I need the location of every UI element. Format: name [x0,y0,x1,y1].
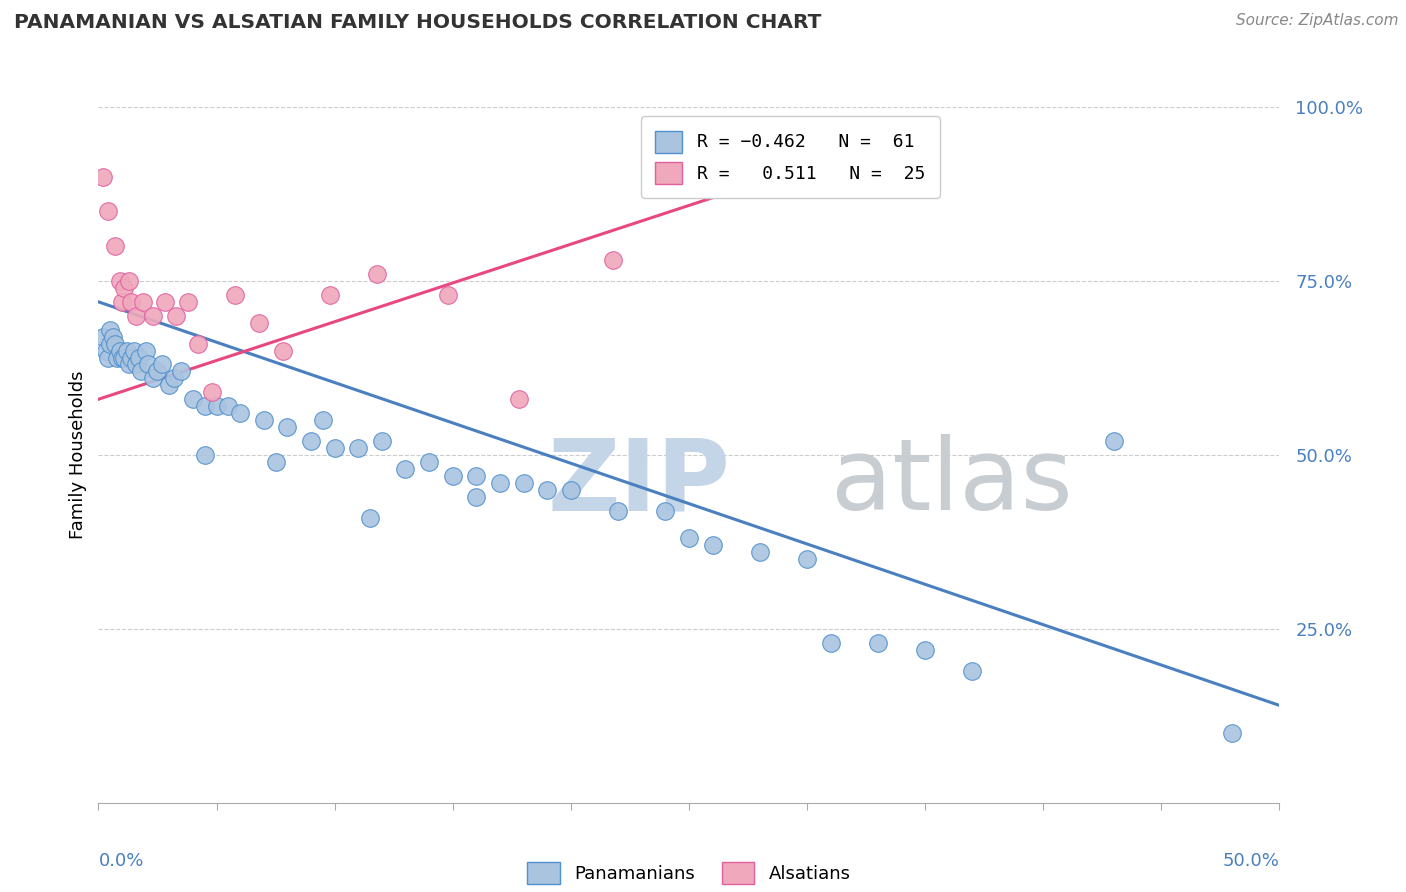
Point [165,309,187,323]
Text: ZIP: ZIP [547,434,730,532]
Point [962,664,984,678]
Legend: Panamanians, Alsatians: Panamanians, Alsatians [520,855,858,891]
Point [170,364,193,378]
Point [866,636,889,650]
Point [441,468,464,483]
Point [465,490,488,504]
Point [702,538,724,552]
Point [465,468,488,483]
Point [136,358,159,372]
Point [607,503,630,517]
Point [437,288,460,302]
Point [489,475,512,490]
Point [128,351,150,365]
Y-axis label: Family Households: Family Households [69,371,87,539]
Point [224,288,246,302]
Text: Source: ZipAtlas.com: Source: ZipAtlas.com [1236,13,1399,29]
Point [98,336,121,351]
Point [97,204,120,219]
Point [125,358,148,372]
Point [194,448,217,462]
Point [678,532,700,546]
Point [560,483,582,497]
Point [142,371,165,385]
Point [111,294,134,309]
Point [105,351,128,365]
Point [91,329,114,343]
Point [104,336,127,351]
Point [150,358,173,372]
Point [132,294,155,309]
Text: atlas: atlas [831,434,1073,532]
Point [146,364,169,378]
Point [276,420,298,434]
Point [418,455,440,469]
Point [201,385,224,400]
Point [108,343,131,358]
Point [104,239,127,253]
Point [118,274,141,288]
Point [112,351,135,365]
Point [508,392,530,407]
Point [820,636,842,650]
Point [125,309,148,323]
Point [157,378,180,392]
Point [371,434,394,448]
Point [194,399,217,413]
Point [129,364,152,378]
Point [536,483,558,497]
Point [121,294,143,309]
Point [748,545,770,559]
Point [319,288,342,302]
Point [247,316,270,330]
Point [910,128,932,142]
Point [101,329,124,343]
Point [111,351,134,365]
Point [115,343,138,358]
Point [122,343,145,358]
Point [512,475,534,490]
Text: 0.0%: 0.0% [98,852,143,870]
Point [205,399,228,413]
Point [217,399,239,413]
Point [108,274,131,288]
Text: PANAMANIAN VS ALSATIAN FAMILY HOUSEHOLDS CORRELATION CHART: PANAMANIAN VS ALSATIAN FAMILY HOUSEHOLDS… [14,13,821,32]
Point [153,294,176,309]
Text: 50.0%: 50.0% [1223,852,1279,870]
Point [366,267,388,281]
Point [323,441,346,455]
Point [359,510,381,524]
Point [796,552,818,566]
Point [181,392,204,407]
Point [187,336,209,351]
Point [98,323,121,337]
Point [118,358,141,372]
Point [312,413,335,427]
Point [142,309,165,323]
Point [394,462,416,476]
Point [121,351,143,365]
Point [163,371,186,385]
Point [1102,434,1125,448]
Point [264,455,287,469]
Point [914,642,936,657]
Point [347,441,370,455]
Point [135,343,157,358]
Point [602,253,624,268]
Point [299,434,322,448]
Point [253,413,276,427]
Point [654,503,676,517]
Point [112,281,135,295]
Point [177,294,200,309]
Point [91,169,114,184]
Point [97,351,120,365]
Point [94,343,117,358]
Point [1220,726,1243,740]
Point [229,406,252,420]
Point [271,343,294,358]
